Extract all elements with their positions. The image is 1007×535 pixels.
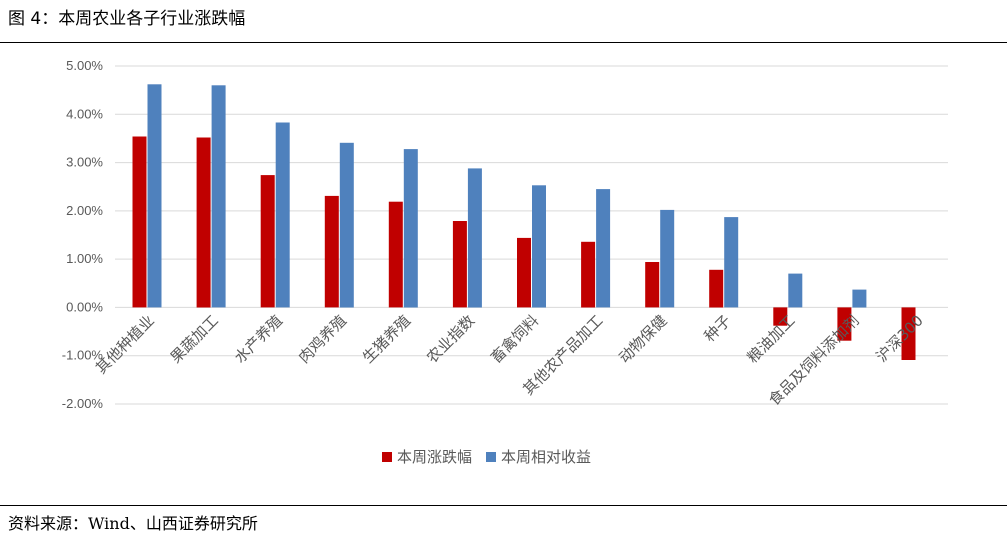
category-label: 农业指数 [423, 312, 478, 367]
category-label: 生猪养殖 [359, 312, 414, 367]
bar-weekly-change [645, 262, 660, 308]
bar-weekly-change [581, 241, 596, 308]
bar-weekly-change [388, 201, 403, 308]
bar-relative-return [403, 149, 418, 308]
bar-weekly-change [517, 237, 531, 308]
bar-relative-return [596, 189, 611, 308]
y-tick-label: 1.00% [66, 251, 103, 266]
category-label: 水产养殖 [231, 312, 286, 367]
bar-relative-return [660, 209, 675, 308]
bar-weekly-change [132, 136, 147, 308]
bar-weekly-change [260, 175, 275, 308]
y-tick-label: -1.00% [62, 348, 104, 363]
category-label: 动物保健 [615, 312, 670, 367]
category-label: 果蔬加工 [167, 312, 222, 367]
bar-relative-return [724, 217, 739, 308]
bar-relative-return [467, 168, 482, 308]
category-label: 其他种植业 [92, 312, 158, 378]
category-label: 种子 [701, 312, 735, 346]
y-tick-label: 3.00% [66, 155, 103, 170]
gridlines [115, 65, 948, 405]
bar-weekly-change [196, 137, 211, 308]
top-rule [0, 42, 1007, 43]
figure-title: 图 4：本周农业各子行业涨跌幅 [8, 9, 246, 29]
bar-relative-return [339, 142, 354, 308]
legend-label: 本周涨跌幅 [397, 448, 472, 466]
y-tick-label: 5.00% [66, 58, 103, 73]
bar-relative-return [147, 84, 162, 308]
bar-weekly-change [324, 195, 339, 308]
y-tick-label: 0.00% [66, 299, 103, 314]
bar-weekly-change [837, 307, 852, 341]
bar-weekly-change [452, 221, 467, 308]
legend-swatch [382, 452, 392, 462]
category-label: 沪深300 [873, 312, 927, 366]
legend-label: 本周相对收益 [501, 448, 591, 466]
bar-weekly-change [773, 307, 788, 326]
bar-weekly-change [901, 307, 916, 360]
bar-relative-return [275, 122, 290, 308]
bottom-rule [0, 505, 1007, 506]
bars [132, 84, 916, 360]
category-label: 肉鸡养殖 [295, 312, 350, 367]
category-label: 粮油加工 [743, 312, 798, 367]
legend: 本周涨跌幅 本周相对收益 [382, 448, 591, 466]
bar-chart: 5.00% 4.00% 3.00% 2.00% 1.00% 0.00% -1.00% -2.0… [62, 58, 948, 466]
y-axis-ticks: 5.00% 4.00% 3.00% 2.00% 1.00% 0.00% -1.00% -2.0… [62, 58, 104, 411]
source-note: 资料来源：Wind、山西证券研究所 [8, 514, 258, 533]
category-label: 畜禽饲料 [487, 312, 542, 367]
bar-weekly-change [709, 269, 724, 308]
y-tick-label: -2.00% [62, 396, 104, 411]
legend-swatch [486, 452, 496, 462]
bar-relative-return [211, 85, 226, 308]
y-tick-label: 2.00% [66, 203, 103, 218]
y-tick-label: 4.00% [66, 106, 103, 121]
bar-relative-return [532, 185, 546, 308]
bar-relative-return [852, 289, 867, 308]
bar-relative-return [788, 273, 803, 308]
